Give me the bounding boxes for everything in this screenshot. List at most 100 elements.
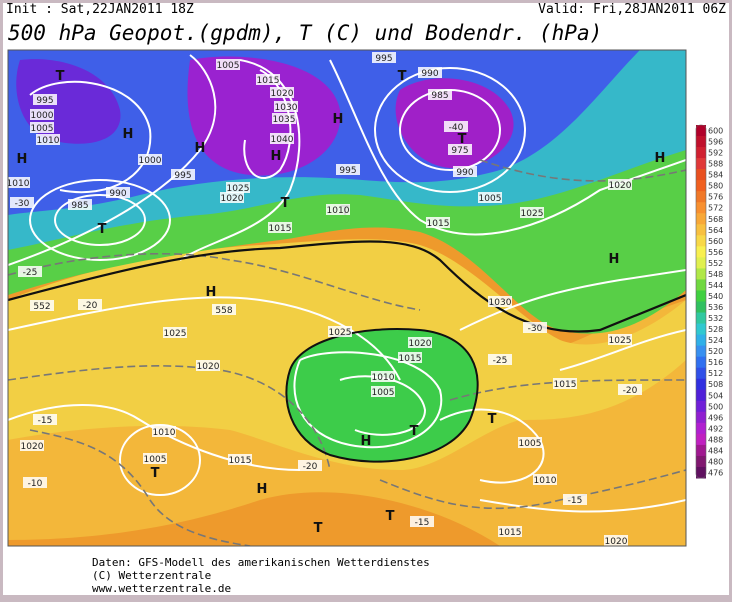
- colorbar-swatch: [696, 378, 706, 391]
- contour-label: 1025: [329, 328, 352, 338]
- colorbar: 600 596 592 588 584 580 576 572 568 564 560 556 552 5…: [695, 124, 723, 479]
- contour-label: -25: [23, 268, 38, 278]
- colorbar-label: 596: [708, 138, 723, 147]
- label-box: [498, 526, 522, 537]
- label-box: [371, 371, 395, 382]
- colorbar-label: 584: [708, 171, 723, 180]
- contour-label: 1020: [271, 89, 294, 99]
- label-box: [520, 207, 544, 218]
- label-box: [23, 477, 47, 488]
- label-box: [171, 169, 195, 180]
- purple-low-west: [187, 56, 341, 176]
- label-box: [268, 222, 292, 233]
- contour-label: 1015: [554, 380, 577, 390]
- colorbar-swatch: [696, 411, 706, 424]
- contour-label: 1015: [229, 456, 252, 466]
- label-box: [488, 354, 512, 365]
- contour-label: -20: [623, 386, 638, 396]
- contour-label: 1010: [534, 476, 557, 486]
- pressure-center: H: [257, 482, 268, 497]
- contour-label: 995: [36, 96, 53, 106]
- label-box: [68, 199, 92, 210]
- contour-label: 995: [339, 166, 356, 176]
- contour-label: 1005: [479, 194, 502, 204]
- label-box: [270, 133, 294, 144]
- 558-line: [285, 328, 479, 463]
- colorbar-label: 556: [708, 248, 723, 257]
- colorbar-label: 568: [708, 215, 723, 224]
- label-box: [533, 474, 557, 485]
- label-box: [30, 109, 54, 120]
- pressure-center: H: [206, 285, 217, 300]
- footer-line: Daten: GFS-Modell des amerikanischen Wet…: [92, 556, 430, 569]
- colorbar-swatch: [696, 444, 706, 457]
- colorbar-label: 508: [708, 380, 723, 389]
- colorbar-label: 500: [708, 402, 723, 411]
- contour-label: 985: [431, 91, 448, 101]
- contour-label: 1015: [257, 76, 280, 86]
- colorbar-swatch: [696, 356, 706, 369]
- colorbar-label: 504: [708, 391, 723, 400]
- label-box: [523, 322, 547, 333]
- colorbar-label: 536: [708, 303, 723, 312]
- map-labels: T 995 1000 1005 1010 H H 1000 1010 -30 985 T 990 995 1…: [8, 52, 666, 547]
- colorbar-label: 592: [708, 149, 723, 158]
- label-box: [418, 67, 442, 78]
- colorbar-label: 492: [708, 424, 723, 433]
- pressure-center: H: [17, 152, 28, 167]
- label-box: [216, 59, 240, 70]
- contour-label: 558: [215, 306, 232, 316]
- pressure-center: T: [410, 424, 419, 439]
- contour-label: 1020: [21, 442, 44, 452]
- pressure-center: H: [361, 434, 372, 449]
- contour-label: 990: [421, 69, 438, 79]
- map-area: T 995 1000 1005 1010 H H 1000 1010 -30 985 T 990 995 1…: [8, 50, 686, 547]
- contour-label: 1010: [37, 136, 60, 146]
- contour-label: -15: [415, 518, 430, 528]
- contour-label: 1020: [605, 537, 628, 547]
- colorbar-label: 580: [708, 182, 723, 191]
- label-box: [196, 360, 220, 371]
- map-title: 500 hPa Geopot.(gpdm), T (C) und Bodendr…: [8, 21, 602, 45]
- contour-label: 985: [71, 201, 88, 211]
- colorbar-label: 484: [708, 446, 723, 455]
- colorbar-swatch: [696, 279, 706, 291]
- contour-label: 1015: [427, 219, 450, 229]
- colorbar-label: 496: [708, 413, 723, 422]
- label-box: [408, 337, 432, 348]
- pressure-center: T: [98, 222, 107, 237]
- isobars: [8, 54, 686, 513]
- label-box: [272, 113, 296, 124]
- colorbar-label: 488: [708, 435, 723, 444]
- contour-label: 1025: [609, 336, 632, 346]
- colorbar-swatch: [696, 466, 706, 479]
- contour-label: 1005: [144, 455, 167, 465]
- colorbar-frame: [695, 124, 707, 479]
- pressure-center: T: [56, 69, 65, 84]
- contour-label: -15: [568, 496, 583, 506]
- label-box: [478, 192, 502, 203]
- map-frame: [7, 49, 687, 547]
- label-box: [228, 454, 252, 465]
- colorbar-label: 512: [708, 369, 723, 378]
- colorbar-label: 588: [708, 160, 723, 169]
- pressure-center: H: [655, 151, 666, 166]
- contour-label: 552: [33, 302, 50, 312]
- pressure-center: H: [195, 141, 206, 156]
- label-box: [336, 164, 360, 175]
- contour-label: -40: [449, 123, 464, 133]
- label-box: [448, 144, 472, 155]
- colorbar-label: 476: [708, 468, 723, 477]
- pressure-center: T: [458, 132, 467, 147]
- label-box: [143, 453, 167, 464]
- colorbar-swatch: [696, 257, 706, 269]
- colorbar-label: 524: [708, 336, 723, 345]
- label-box: [30, 122, 54, 133]
- colorbar-label: 528: [708, 325, 723, 334]
- colorbar-swatch: [696, 290, 706, 302]
- isotherms: [8, 159, 686, 546]
- label-box: [106, 187, 130, 198]
- contour-label: 1025: [164, 329, 187, 339]
- label-box: [152, 426, 176, 437]
